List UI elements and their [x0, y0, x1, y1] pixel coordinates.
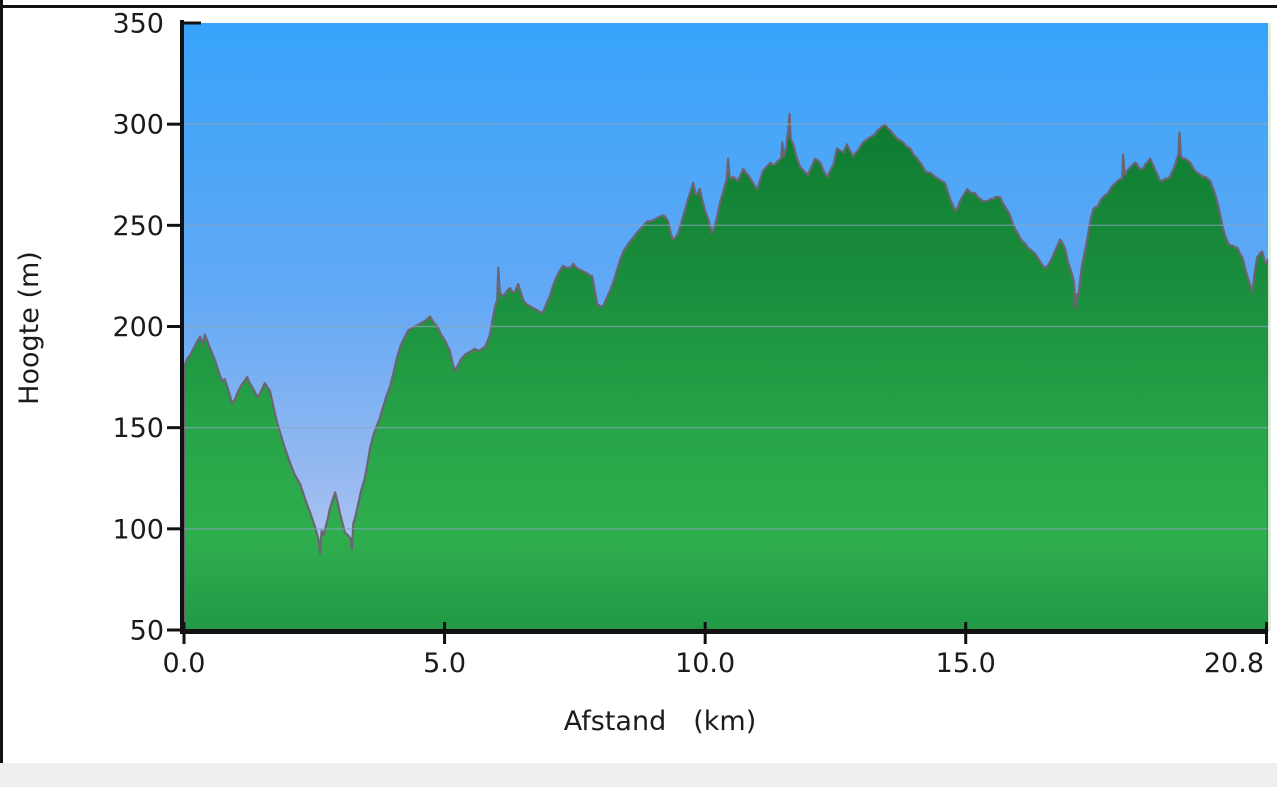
footer-strip: [0, 763, 1277, 787]
x-tick-0.0: [182, 622, 186, 644]
axis-labels: Hoogte (m) Afstand (km) 50 100 150 200 250 30…: [14, 9, 1264, 738]
y-tick-150: [167, 426, 184, 430]
y-tick-label-150: 150: [112, 413, 164, 444]
y-tick-200: [167, 325, 184, 328]
y-tick-300: [167, 122, 184, 126]
x-tick-5.0: [443, 622, 447, 644]
gridlines: [184, 123, 1268, 530]
terrain-area: [182, 112, 1270, 632]
x-axis-line: [180, 629, 1268, 634]
x-tick-label-15.0: 15.0: [936, 648, 996, 679]
y-tick-label-200: 200: [112, 312, 164, 343]
frame-left-border: [0, 0, 3, 763]
tick-labels: 50 100 150 200 250 300 350 0.0 5.0 10.0 15.0 20.8: [112, 9, 1264, 680]
y-tick-250: [167, 223, 184, 227]
y-tick-100: [167, 527, 184, 531]
plot-area: [182, 23, 1271, 632]
x-tick-label-5.0: 5.0: [423, 648, 466, 679]
plot-right-edge: [1268, 23, 1271, 630]
x-tick-15.0: [964, 622, 968, 644]
axes: [167, 20, 1268, 644]
frame-top-border: [0, 5, 1277, 8]
y-tick-350: [184, 21, 201, 25]
y-tick-label-300: 300: [112, 110, 164, 141]
y-tick-label-250: 250: [112, 211, 164, 242]
y-tick-label-350: 350: [112, 9, 164, 40]
y-tick-50: [167, 628, 184, 632]
x-tick-10.0: [703, 622, 707, 644]
x-tick-label-20.8: 20.8: [1204, 648, 1264, 679]
x-tick-20.8: [1265, 622, 1268, 644]
x-axis-title: Afstand (km): [564, 706, 756, 737]
y-tick-label-50: 50: [130, 616, 164, 647]
y-axis-title: Hoogte (m): [14, 251, 45, 405]
x-tick-label-0.0: 0.0: [163, 648, 206, 679]
y-tick-label-100: 100: [112, 514, 164, 545]
tick-marks: [167, 21, 1268, 644]
x-tick-label-10.0: 10.0: [675, 648, 735, 679]
